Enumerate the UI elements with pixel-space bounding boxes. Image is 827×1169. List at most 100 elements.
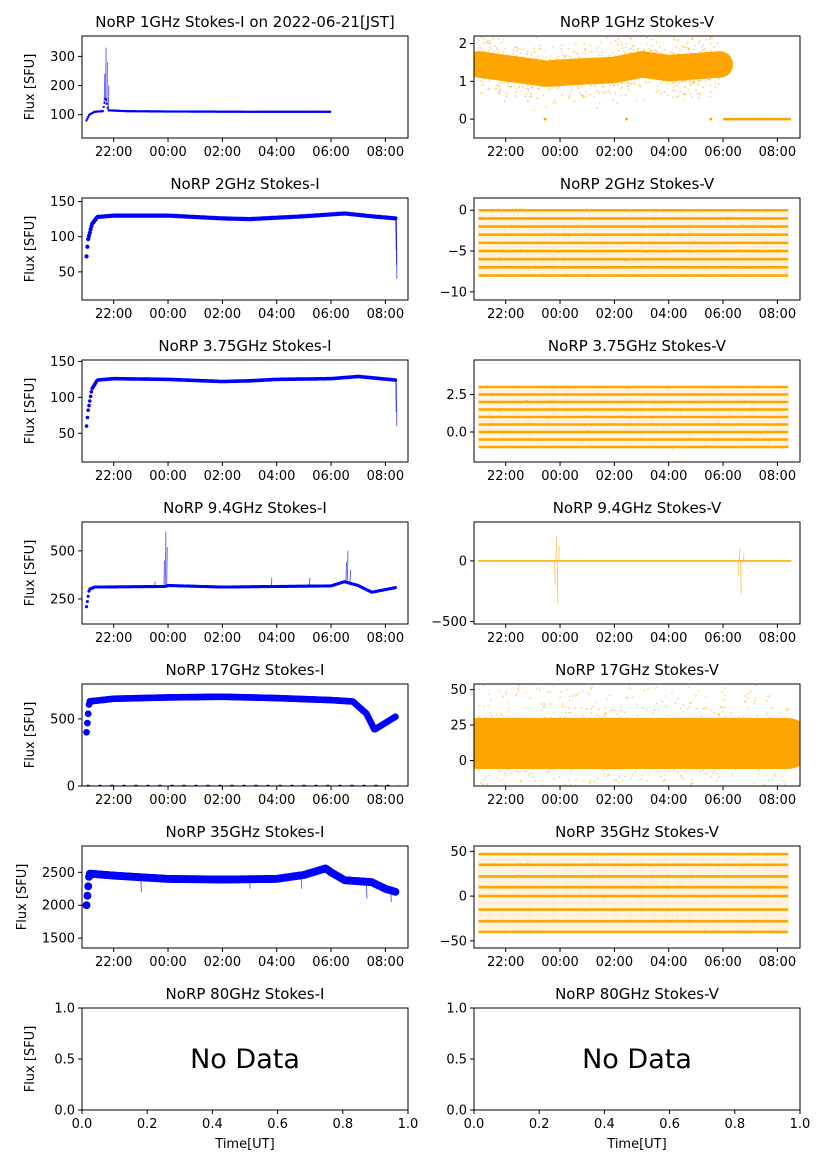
data-point — [772, 758, 775, 760]
data-point — [562, 232, 565, 235]
data-point — [576, 274, 578, 277]
data-point — [727, 920, 730, 922]
data-point — [531, 68, 534, 71]
spike — [740, 560, 742, 595]
data-point — [745, 932, 748, 935]
data-point — [585, 910, 587, 912]
data-point — [593, 77, 596, 80]
data-point — [482, 37, 485, 40]
data-point — [639, 756, 642, 758]
data-point — [582, 66, 584, 69]
data-point — [669, 761, 671, 764]
data-point — [607, 210, 609, 212]
y-tick-label: 0 — [67, 780, 75, 795]
data-point — [557, 767, 560, 769]
data-point — [696, 895, 699, 898]
data-point — [642, 227, 645, 229]
data-point — [552, 83, 555, 86]
data-point — [657, 417, 659, 420]
data-point — [538, 724, 541, 727]
data-point — [567, 47, 570, 50]
data-point — [542, 439, 544, 442]
data-point — [708, 417, 711, 419]
data-point — [739, 741, 742, 744]
data-point — [747, 415, 750, 418]
data-point — [655, 64, 658, 67]
data-point — [714, 86, 717, 88]
data-point — [599, 74, 601, 77]
data-point — [489, 42, 492, 45]
data-point — [704, 58, 707, 61]
data-point — [535, 63, 538, 66]
x-tick-label: 02:00 — [204, 793, 241, 808]
data-point — [602, 76, 605, 78]
data-point — [784, 886, 786, 888]
data-point — [498, 400, 501, 402]
data-point — [697, 68, 700, 70]
data-point — [645, 59, 647, 62]
data-point — [492, 62, 495, 65]
data-point — [517, 687, 519, 690]
data-point — [678, 82, 680, 85]
data-point — [571, 727, 574, 730]
data-point — [785, 751, 788, 754]
data-point — [664, 251, 666, 254]
data-point — [626, 751, 629, 753]
data-point — [671, 919, 674, 921]
data-point — [532, 274, 534, 277]
data-point — [764, 725, 766, 728]
data-point — [692, 437, 695, 440]
data-point — [678, 251, 681, 253]
data-point — [717, 83, 720, 85]
x-tick-label: 00:00 — [541, 631, 578, 646]
data-point — [544, 50, 547, 52]
data-point — [487, 414, 490, 417]
data-point — [747, 763, 750, 766]
data-point — [487, 757, 490, 760]
data-point — [539, 48, 542, 50]
data-point — [520, 930, 522, 932]
data-point — [533, 47, 536, 49]
data-point — [654, 921, 656, 923]
data-point — [680, 242, 682, 245]
data-point — [715, 216, 718, 219]
data-point — [666, 884, 669, 887]
data-point — [695, 864, 698, 867]
data-point — [738, 716, 740, 719]
data-point — [611, 709, 614, 711]
data-point — [693, 75, 696, 78]
data-point — [522, 274, 525, 276]
data-point — [702, 790, 704, 792]
data-point — [585, 90, 588, 93]
data-point — [633, 52, 635, 55]
data-point — [620, 414, 623, 417]
data-point — [739, 393, 741, 396]
data-point — [607, 877, 609, 879]
data-point — [776, 248, 778, 251]
data-point — [561, 703, 564, 706]
data-point — [663, 74, 666, 76]
data-point — [598, 102, 601, 105]
data-point — [716, 876, 719, 879]
data-point — [571, 757, 574, 759]
data-point — [503, 722, 506, 724]
data-point — [616, 43, 619, 46]
x-tick-label: 02:00 — [596, 793, 633, 808]
data-point — [478, 59, 480, 62]
y-tick-label: 1.0 — [446, 1002, 467, 1017]
data-point — [520, 886, 523, 888]
data-point — [651, 75, 654, 77]
data-point — [576, 52, 579, 55]
x-tick-label: 04:00 — [650, 631, 687, 646]
data-point — [567, 275, 570, 278]
data-point — [579, 909, 582, 912]
data-point — [756, 384, 759, 387]
data-point — [573, 83, 576, 85]
data-point — [667, 887, 669, 890]
data-point — [565, 738, 567, 740]
data-point — [487, 49, 490, 52]
data-point — [606, 887, 609, 890]
data-point — [691, 763, 693, 765]
data-point — [567, 755, 569, 757]
data-point — [555, 908, 557, 910]
